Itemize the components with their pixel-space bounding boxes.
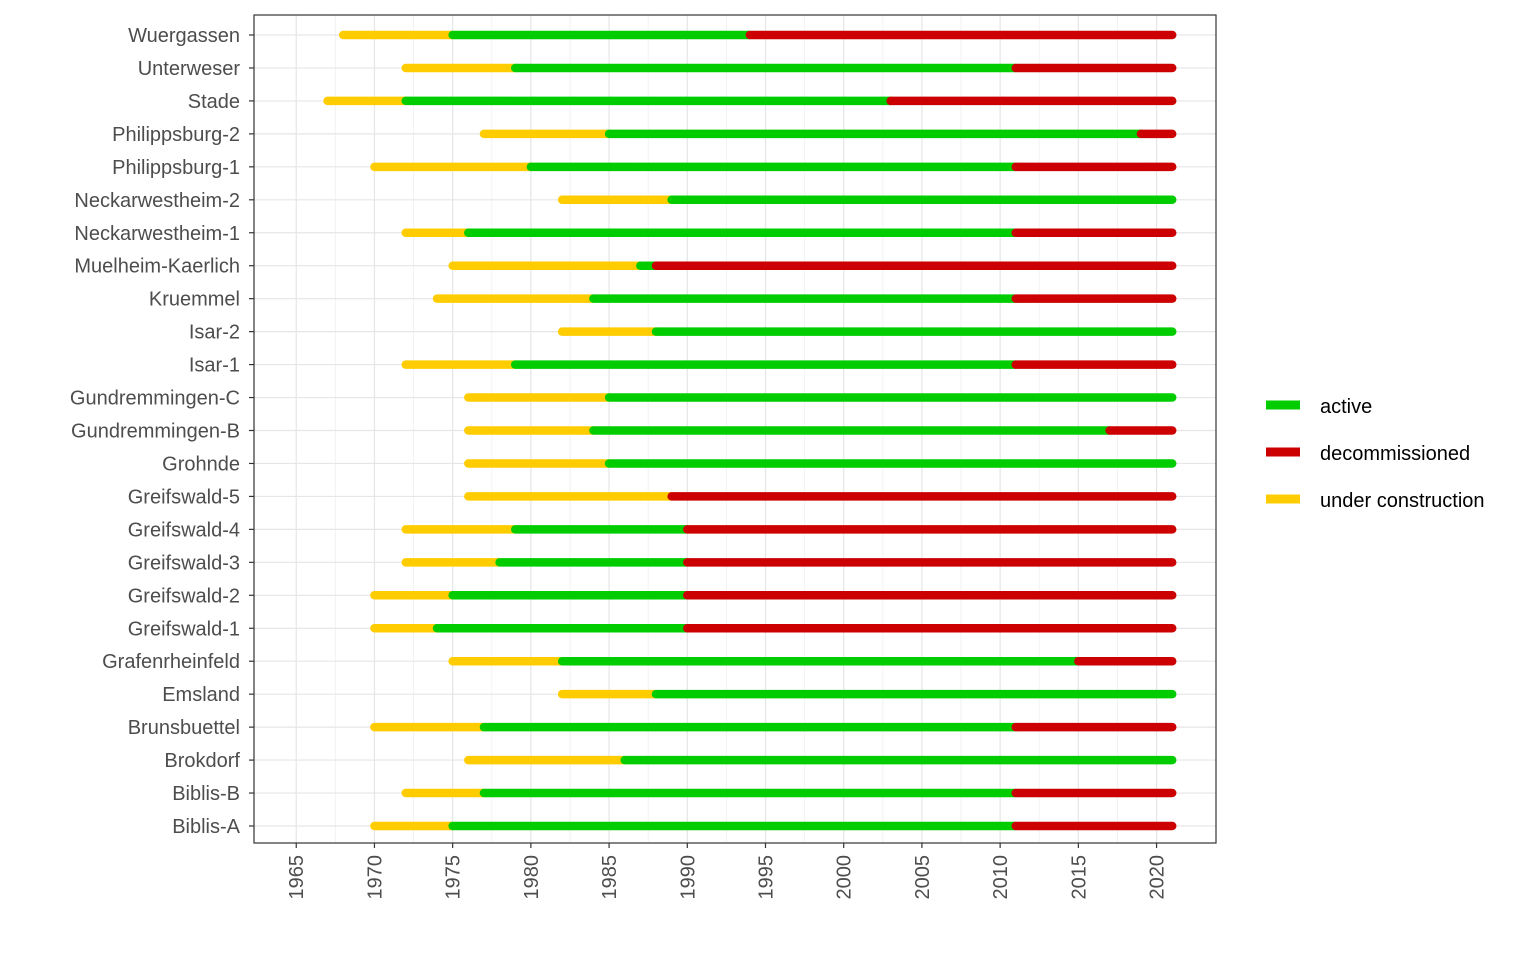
y-tick-label: Greifswald-2 xyxy=(128,585,240,607)
plot-border xyxy=(253,14,1217,844)
y-tick-label: Emsland xyxy=(162,684,240,706)
y-tick-label: Greifswald-1 xyxy=(128,618,240,640)
x-tick-label: 2020 xyxy=(1147,855,1169,900)
legend-label: decommissioned xyxy=(1320,443,1470,465)
y-axis: Wuergassen Unterweser Stade Philippsburg-2 P… xyxy=(70,25,254,838)
y-tick-label: Unterweser xyxy=(138,58,241,80)
y-tick-label: Grafenrheinfeld xyxy=(102,651,240,673)
y-tick-label: Stade xyxy=(188,91,240,113)
legend: active decommissioned under construction xyxy=(1266,396,1485,512)
legend-item: under construction xyxy=(1266,490,1485,512)
y-tick-label: Greifswald-4 xyxy=(128,519,240,541)
y-tick-label: Philippsburg-1 xyxy=(112,157,240,179)
legend-label: under construction xyxy=(1320,490,1485,512)
y-tick-label: Isar-2 xyxy=(189,322,240,344)
timeline-bars xyxy=(323,30,1177,831)
x-tick-label: 1985 xyxy=(599,855,621,900)
y-tick-label: Muelheim-Kaerlich xyxy=(74,256,240,278)
x-tick-label: 2000 xyxy=(834,855,856,900)
y-tick-label: Brokdorf xyxy=(164,750,240,772)
x-tick-label: 1990 xyxy=(677,855,699,900)
y-tick-label: Neckarwestheim-2 xyxy=(74,190,240,212)
x-tick-label: 1980 xyxy=(521,855,543,900)
y-tick-label: Gundremmingen-C xyxy=(70,388,240,410)
legend-item: active xyxy=(1266,396,1372,418)
x-tick-label: 1965 xyxy=(286,855,308,900)
x-tick-label: 2015 xyxy=(1068,855,1090,900)
y-tick-label: Neckarwestheim-1 xyxy=(74,223,240,245)
y-tick-label: Philippsburg-2 xyxy=(112,124,240,146)
x-tick-label: 2005 xyxy=(912,855,934,900)
plot-area xyxy=(253,14,1217,844)
y-tick-label: Isar-1 xyxy=(189,355,240,377)
x-tick-label: 1970 xyxy=(364,855,386,900)
legend-item: decommissioned xyxy=(1266,443,1470,465)
y-tick-label: Grohnde xyxy=(162,453,240,475)
y-tick-label: Brunsbuettel xyxy=(128,717,240,739)
x-tick-label: 1975 xyxy=(443,855,465,900)
y-tick-label: Gundremmingen-B xyxy=(71,421,240,443)
legend-label: active xyxy=(1320,396,1372,418)
x-tick-label: 2010 xyxy=(990,855,1012,900)
y-tick-label: Greifswald-5 xyxy=(128,486,240,508)
y-tick-label: Wuergassen xyxy=(128,25,240,47)
y-tick-label: Biblis-A xyxy=(172,816,240,838)
x-tick-label: 1995 xyxy=(756,855,778,900)
y-tick-label: Kruemmel xyxy=(149,289,240,311)
x-axis: 1965 1970 1975 1980 1985 1990 1995 2000 2005 2010… xyxy=(286,843,1169,900)
y-tick-label: Biblis-B xyxy=(172,783,240,805)
y-tick-label: Greifswald-3 xyxy=(128,552,240,574)
